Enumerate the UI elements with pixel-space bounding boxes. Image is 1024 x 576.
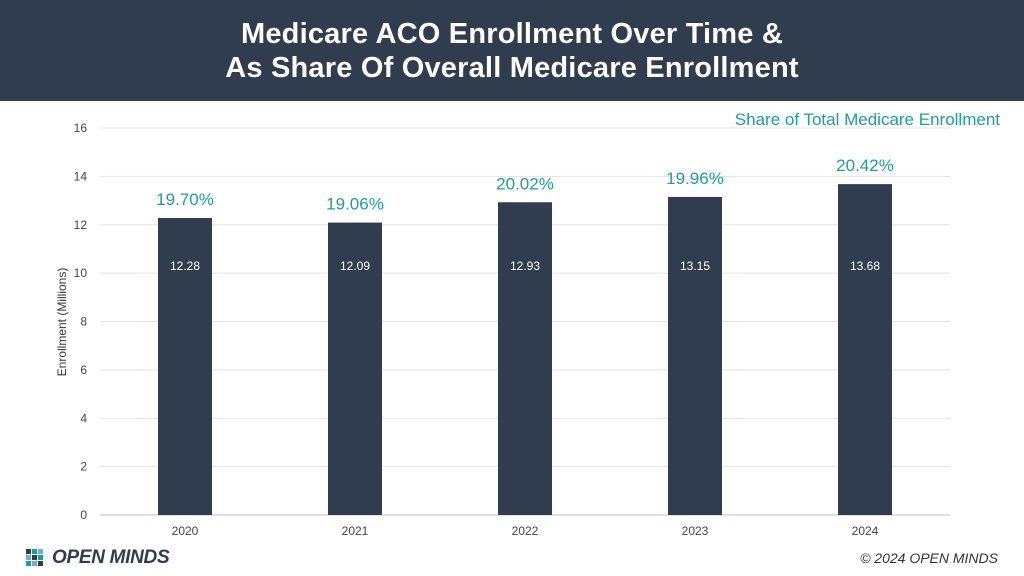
- y-tick-label: 8: [80, 315, 87, 329]
- bar-2024: [838, 184, 892, 516]
- share-percent-label: 20.42%: [836, 156, 894, 175]
- chart-title-line-2: As Share Of Overall Medicare Enrollment: [225, 51, 799, 84]
- y-tick-label: 16: [74, 121, 88, 135]
- bar-value-label: 12.28: [170, 259, 200, 273]
- bar-value-label: 13.15: [680, 259, 710, 273]
- y-axis-label: Enrollment (Millions): [55, 268, 69, 377]
- bar-value-label: 13.68: [850, 259, 880, 273]
- y-tick-label: 0: [80, 508, 87, 522]
- y-tick-label: 14: [74, 169, 88, 183]
- open-minds-logo: OPEN MINDS: [26, 547, 170, 569]
- share-percent-label: 19.70%: [156, 190, 214, 209]
- y-tick-label: 2: [80, 460, 87, 474]
- share-percent-label: 20.02%: [496, 174, 554, 193]
- logo-text: OPEN MINDS: [52, 547, 170, 568]
- bar-value-label: 12.09: [340, 259, 370, 273]
- share-percent-label: 19.96%: [666, 169, 724, 188]
- y-tick-label: 6: [80, 363, 87, 377]
- bar-value-label: 12.93: [510, 259, 540, 273]
- bar-2020: [158, 217, 212, 516]
- logo-mosaic-icon: [26, 549, 43, 566]
- copyright-notice: © 2024 OPEN MINDS: [860, 550, 998, 566]
- chart-title-line-1: Medicare ACO Enrollment Over Time &: [240, 17, 784, 50]
- title-banner: Medicare ACO Enrollment Over Time & As S…: [0, 0, 1024, 101]
- share-legend-label: Share of Total Medicare Enrollment: [734, 110, 1000, 129]
- x-tick-label: 2024: [852, 524, 879, 538]
- y-tick-label: 12: [74, 218, 88, 232]
- x-tick-label: 2021: [342, 524, 369, 538]
- bar-2022: [498, 202, 552, 516]
- x-tick-label: 2020: [172, 524, 199, 538]
- x-tick-label: 2022: [512, 524, 539, 538]
- share-percent-label: 19.06%: [326, 195, 384, 214]
- bar-2023: [668, 196, 722, 515]
- y-tick-label: 10: [74, 266, 88, 280]
- bar-2021: [328, 222, 382, 515]
- x-tick-label: 2023: [682, 524, 709, 538]
- y-tick-label: 4: [80, 411, 87, 425]
